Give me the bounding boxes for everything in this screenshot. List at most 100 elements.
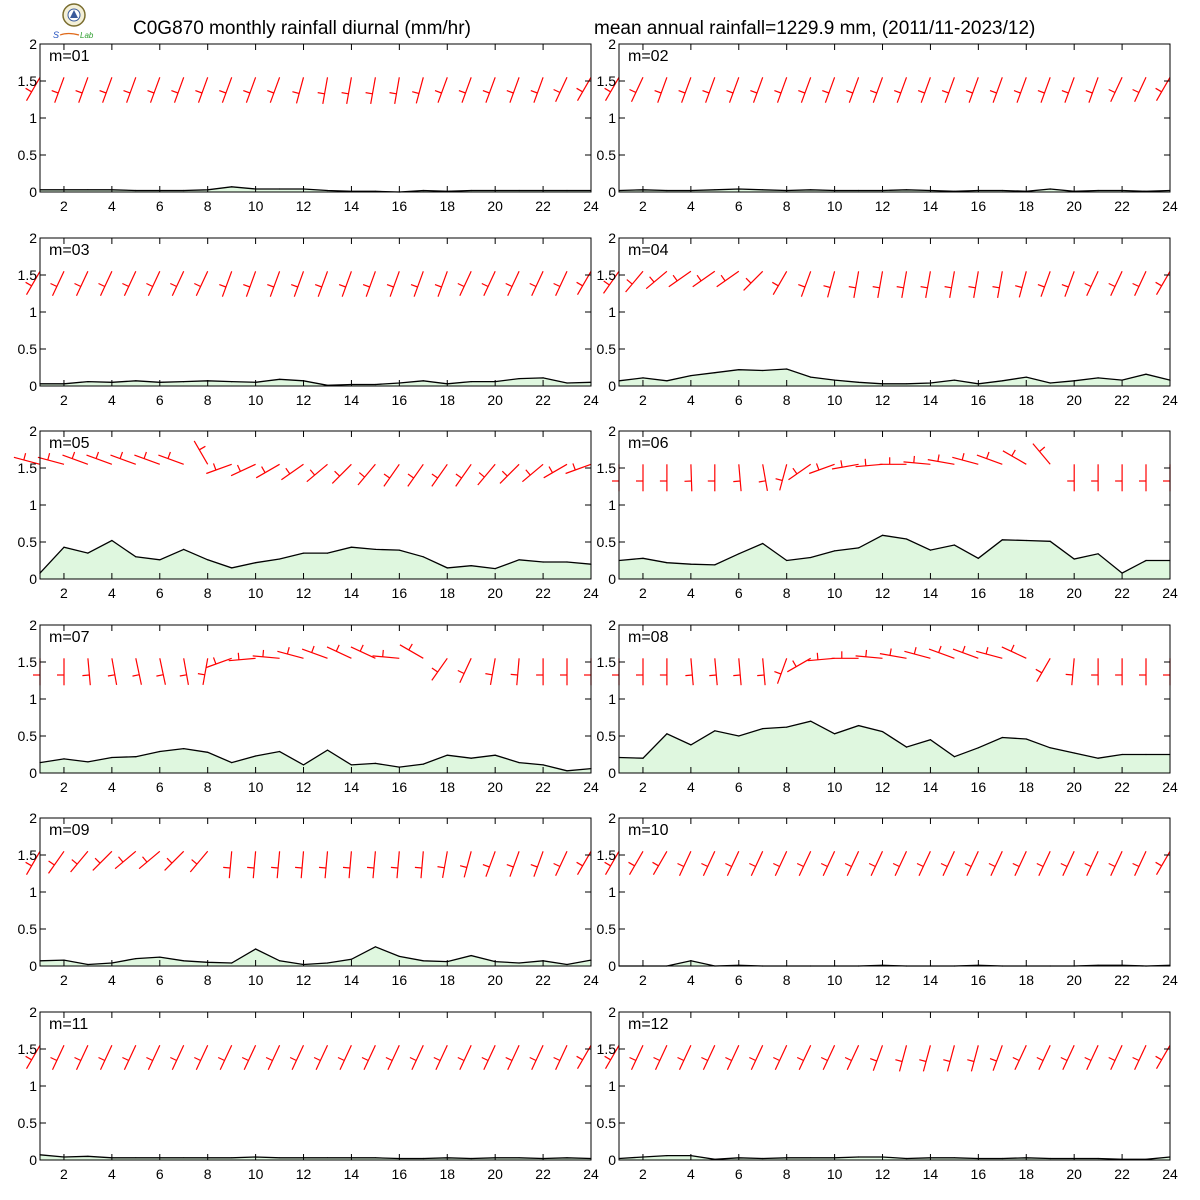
x-tick-label: 24 [1162,779,1178,795]
wind-barb [654,77,668,103]
wind-barb [822,77,836,103]
wind-barb [434,271,448,297]
x-tick-label: 20 [487,198,503,214]
wind-barb [74,1045,89,1071]
plot-frame [618,43,1171,193]
wind-barb [668,270,692,288]
wind-barb [604,851,620,875]
wind-barb [1067,464,1075,492]
wind-barb [798,271,812,297]
wind-barb [1060,851,1075,877]
rainfall-point [183,1157,185,1159]
wind-barb [357,463,376,486]
x-tick-label: 12 [296,972,312,988]
wind-barb [458,77,472,103]
wind-barb [553,1045,568,1071]
wind-barb [1015,271,1027,298]
rainfall-point [326,749,329,751]
wind-barb [219,271,233,297]
wind-barb [774,658,788,684]
x-tick-label: 10 [827,779,843,795]
x-tick-label: 16 [392,779,408,795]
wind-barb [37,453,65,465]
wind-barb [1139,658,1147,686]
rainfall-point [666,189,668,192]
x-tick-label: 10 [248,972,264,988]
wind-barb [123,77,137,103]
wind-barb [628,851,644,875]
x-tick-label: 8 [783,585,791,601]
wind-barb [716,270,740,288]
wind-barb [409,1045,424,1071]
wind-barb [481,271,496,297]
y-tick-label: 1.5 [597,460,617,476]
rainfall-point [566,561,568,563]
x-tick-label: 22 [535,198,551,214]
wind-barb [457,1045,472,1071]
wind-barb [292,77,305,104]
rainfall-point [494,568,496,570]
rainfall-point [858,725,860,727]
rainfall-point [566,189,568,192]
rainfall-point [1073,752,1075,754]
wind-barb [70,850,89,873]
rainfall-point [159,956,161,958]
x-tick-label: 20 [1066,585,1082,601]
wind-barb [1036,1045,1051,1071]
x-tick-label: 12 [875,392,891,408]
wind-barb [146,271,161,297]
wind-barb [808,463,835,475]
rainfall-point [63,758,65,760]
wind-barb [313,1045,329,1071]
wind-barb [132,658,142,685]
wind-barb [701,1045,716,1071]
x-tick-label: 10 [248,585,264,601]
x-tick-label: 24 [583,972,599,988]
wind-barb [702,77,716,103]
wind-barb [110,451,137,465]
wind-barb [362,271,376,297]
rainfall-point [1025,738,1027,740]
wind-barb [290,271,305,297]
wind-barb [903,455,931,465]
rainfall-point [690,375,692,377]
x-tick-label: 16 [392,972,408,988]
wind-barb [217,1045,233,1071]
x-tick-label: 20 [1066,972,1082,988]
wind-barb [48,850,65,874]
rainfall-area [40,1154,591,1160]
x-tick-label: 8 [204,779,212,795]
lab-logo: S Lab [53,3,94,40]
wind-barb [1091,464,1099,492]
wind-barb [652,851,668,875]
x-tick-label: 4 [687,972,695,988]
wind-barb [798,77,812,103]
y-tick-label: 0.5 [18,1115,38,1131]
wind-barb [25,851,41,875]
y-tick-label: 2 [608,810,616,826]
wind-barb [1012,1045,1027,1071]
rainfall-area [40,748,591,773]
x-tick-label: 20 [487,972,503,988]
rainfall-point [905,538,908,540]
rainfall-point [374,762,376,765]
rainfall-point [374,946,376,948]
wind-barb [844,851,860,877]
wind-barb [62,451,89,465]
y-tick-label: 2 [29,423,37,439]
wind-barb [1037,271,1051,297]
x-tick-label: 4 [687,585,695,601]
rainfall-point [642,557,644,559]
wind-barb [879,457,907,465]
wind-barb [281,463,304,481]
wind-barb [757,658,766,686]
x-tick-label: 14 [344,1166,360,1182]
wind-barb [107,658,118,686]
y-tick-label: 1.5 [597,73,617,89]
rainfall-point [1001,380,1003,382]
x-tick-label: 2 [60,585,68,601]
wind-barb [603,270,620,294]
wind-barb [25,271,41,295]
rainfall-point [1025,539,1027,542]
x-tick-label: 6 [156,198,164,214]
